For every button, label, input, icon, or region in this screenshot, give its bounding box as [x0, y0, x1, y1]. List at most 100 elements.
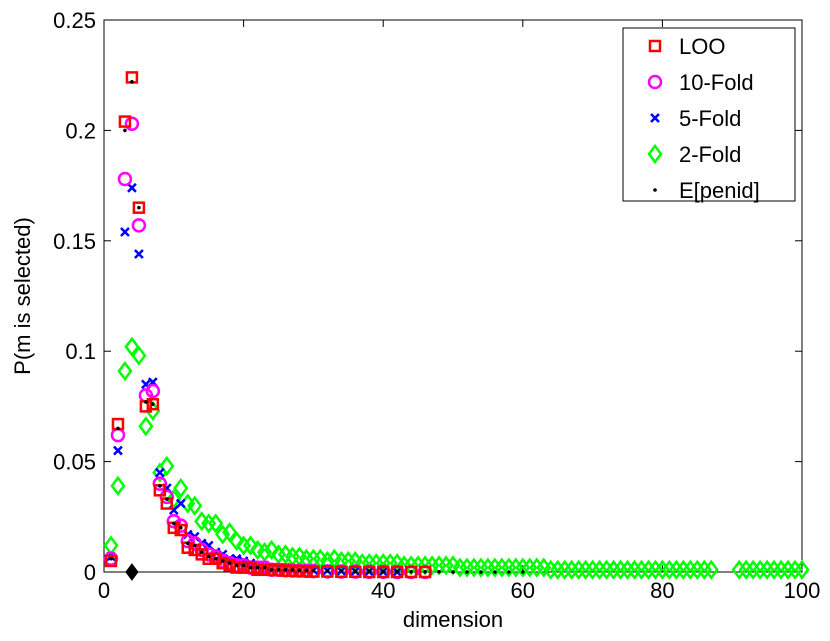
- data-point: [222, 522, 238, 543]
- data-point: [215, 524, 231, 545]
- data-point: [286, 564, 299, 578]
- data-point: [154, 467, 165, 478]
- x-tick-label: 40: [371, 578, 395, 603]
- y-tick-label: 0.1: [65, 339, 96, 364]
- legend-label: E[penid]: [679, 178, 760, 203]
- data-point: [131, 218, 147, 233]
- series-square: [104, 71, 432, 579]
- data-point: [241, 563, 246, 568]
- data-point: [297, 568, 302, 573]
- data-point: [395, 569, 399, 574]
- data-point: [223, 559, 236, 572]
- legend-marker: [647, 143, 663, 165]
- data-point: [206, 554, 211, 559]
- y-axis-label: P(m is selected): [10, 217, 35, 375]
- data-point: [794, 559, 810, 580]
- x-tick-label: 80: [650, 578, 674, 603]
- data-point: [202, 552, 215, 566]
- data-point: [145, 383, 161, 399]
- data-point: [521, 570, 525, 574]
- data-point: [325, 569, 330, 573]
- data-point: [279, 564, 292, 577]
- legend-item: LOO: [648, 34, 725, 59]
- data-point: [227, 561, 232, 565]
- data-point: [118, 115, 132, 128]
- data-point: [151, 402, 155, 406]
- data-point: [174, 523, 188, 537]
- annotation-marker: [125, 563, 139, 581]
- legend-marker: [648, 39, 662, 53]
- legend-item: 5-Fold: [650, 106, 741, 131]
- data-point: [256, 542, 273, 563]
- data-point: [220, 559, 225, 563]
- data-point: [272, 563, 285, 577]
- legend: LOO 10-Fold 5-Fold 2-Fold E[penid]: [622, 27, 796, 203]
- data-point: [409, 569, 413, 574]
- data-point: [180, 533, 196, 549]
- data-point: [158, 484, 162, 488]
- data-point: [127, 182, 137, 193]
- data-point: [376, 565, 390, 579]
- x-axis-label: dimension: [403, 607, 503, 632]
- data-point: [192, 543, 197, 548]
- data-point: [208, 513, 224, 534]
- data-point: [381, 569, 386, 574]
- data-point: [493, 570, 497, 574]
- data-point: [362, 565, 376, 579]
- data-point: [132, 201, 146, 214]
- data-point: [290, 567, 295, 572]
- legend-label: LOO: [679, 34, 725, 59]
- legend-label: 5-Fold: [679, 106, 741, 131]
- data-point: [307, 565, 320, 578]
- legend-label: 2-Fold: [679, 142, 741, 167]
- data-point: [146, 397, 160, 411]
- data-point: [166, 489, 182, 510]
- data-marks: [103, 71, 810, 581]
- data-point: [199, 550, 204, 554]
- legend-marker: [647, 74, 663, 90]
- data-point: [130, 80, 134, 84]
- data-point: [262, 565, 267, 570]
- data-point: [423, 569, 427, 574]
- data-point: [117, 171, 133, 187]
- data-point: [311, 568, 316, 573]
- data-point: [230, 561, 243, 574]
- data-point: [113, 445, 123, 456]
- x-tick-label: 20: [231, 578, 255, 603]
- y-tick-label: 0.25: [53, 8, 96, 33]
- data-point: [263, 539, 280, 561]
- data-point: [269, 567, 274, 572]
- data-point: [165, 497, 169, 501]
- data-point: [248, 565, 253, 570]
- data-point: [304, 568, 309, 573]
- data-point: [390, 565, 404, 579]
- y-tick-label: 0.2: [65, 118, 96, 143]
- data-point: [479, 570, 483, 574]
- data-point: [251, 563, 264, 577]
- data-point: [276, 567, 281, 572]
- data-point: [216, 556, 229, 570]
- data-point: [109, 556, 113, 561]
- data-point: [138, 416, 154, 437]
- data-point: [237, 561, 250, 574]
- legend-item: 2-Fold: [647, 142, 741, 167]
- data-point: [465, 570, 469, 574]
- data-point: [187, 495, 203, 516]
- data-point: [244, 561, 257, 574]
- x-tick-label: 60: [511, 578, 535, 603]
- data-point: [703, 559, 719, 580]
- series-dot: [109, 80, 525, 574]
- data-point: [124, 116, 140, 132]
- legend-label: 10-Fold: [679, 70, 754, 95]
- y-tick-label: 0.05: [53, 450, 96, 475]
- data-point: [255, 565, 260, 570]
- data-point: [185, 541, 190, 546]
- data-point: [104, 554, 118, 568]
- data-point: [123, 128, 127, 133]
- data-point: [134, 249, 144, 259]
- data-point: [234, 563, 239, 568]
- data-point: [335, 565, 348, 579]
- data-point: [437, 569, 441, 574]
- data-point: [353, 569, 358, 574]
